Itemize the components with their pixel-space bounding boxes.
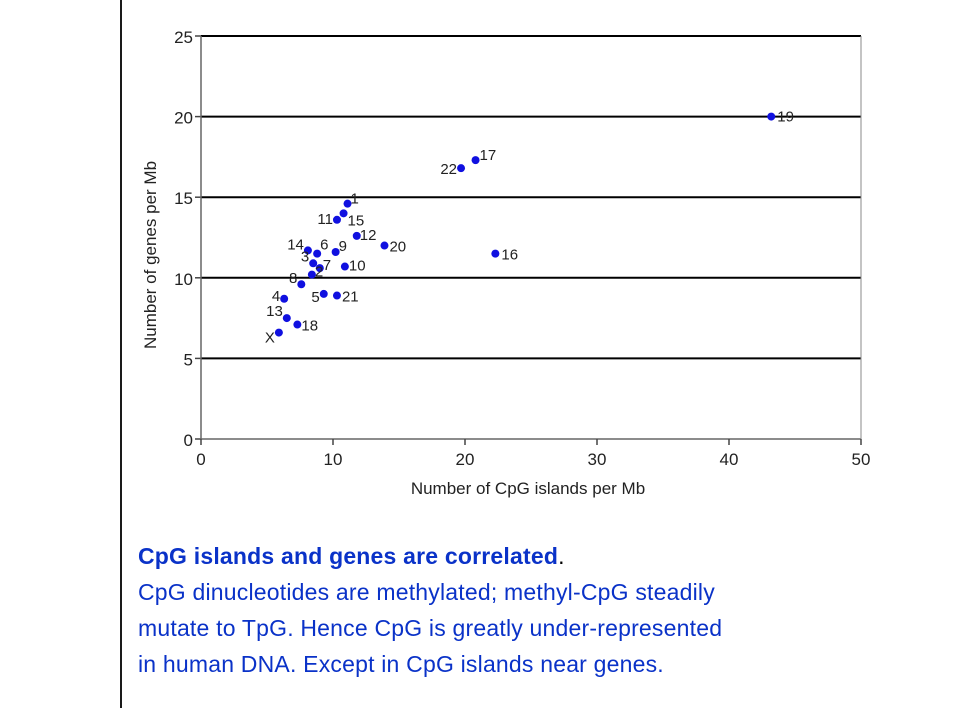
data-point-chr-11	[332, 215, 341, 224]
data-point-chr-X	[274, 328, 283, 337]
point-labels: 19 17 22 16 1 15 11 12 20 9 14 637 10 2 85 21 413 18 X	[265, 109, 794, 347]
data-point-chr-3	[309, 259, 318, 268]
data-point-chr-12	[352, 231, 361, 240]
y-tick-label: 25	[174, 28, 193, 47]
point-label-chr-15: 15	[348, 212, 365, 229]
data-point-chr-20	[380, 241, 389, 250]
data-point-chr-5	[319, 289, 328, 298]
x-tick-label: 40	[720, 450, 739, 469]
y-tick-label: 20	[174, 109, 193, 128]
point-label-chr-14: 14	[287, 236, 304, 253]
point-label-chr-20: 20	[389, 239, 406, 256]
point-label-chr-10: 10	[349, 258, 366, 275]
data-points	[274, 112, 776, 337]
data-point-chr-10	[340, 262, 349, 271]
point-label-chr-12: 12	[360, 227, 377, 244]
data-point-chr-14	[303, 246, 312, 255]
data-point-chr-2	[307, 270, 316, 279]
data-point-chr-13	[282, 314, 291, 323]
data-point-chr-8	[297, 280, 306, 289]
point-label-chr-X: X	[265, 330, 275, 347]
x-axis-title: Number of CpG islands per Mb	[411, 479, 645, 498]
data-point-chr-18	[293, 320, 302, 329]
y-tick-label: 0	[184, 431, 193, 450]
data-point-chr-7	[315, 264, 324, 273]
point-label-chr-8: 8	[289, 270, 297, 287]
point-label-chr-3: 3	[301, 248, 309, 265]
point-label-chr-5: 5	[311, 289, 319, 306]
point-label-chr-19: 19	[777, 109, 794, 126]
x-tick-label: 50	[852, 450, 871, 469]
data-point-chr-17	[471, 156, 480, 165]
data-point-chr-22	[457, 164, 466, 173]
axes	[195, 35, 862, 445]
data-point-chr-4	[280, 294, 289, 303]
point-label-chr-4: 4	[272, 288, 280, 305]
point-label-chr-17: 17	[480, 147, 497, 164]
caption-headline-period: .	[558, 543, 565, 569]
caption-line-4: in human DNA. Except in CpG islands near…	[138, 651, 664, 677]
point-label-chr-9: 9	[339, 238, 347, 255]
data-point-chr-21	[332, 291, 341, 300]
x-tick-label: 10	[324, 450, 343, 469]
point-label-chr-13: 13	[266, 303, 283, 320]
y-tick-label: 5	[184, 350, 193, 369]
gridlines	[201, 35, 861, 360]
point-label-chr-1: 1	[351, 191, 359, 208]
y-axis-title: Number of genes per Mb	[141, 161, 160, 349]
point-label-chr-16: 16	[501, 247, 518, 264]
point-label-chr-2: 2	[315, 264, 323, 281]
y-tick-label: 10	[174, 270, 193, 289]
data-point-chr-15	[339, 209, 348, 218]
caption-line-2: CpG dinucleotides are methylated; methyl…	[138, 579, 715, 605]
caption-line-3: mutate to TpG. Hence CpG is greatly unde…	[138, 615, 723, 641]
point-label-chr-21: 21	[342, 289, 359, 306]
caption-line-1: CpG islands and genes are correlated.	[138, 538, 950, 574]
point-label-chr-6: 6	[320, 237, 328, 254]
caption-headline: CpG islands and genes are correlated	[138, 543, 559, 569]
point-label-chr-18: 18	[301, 318, 318, 335]
data-point-chr-1	[343, 199, 352, 208]
data-point-chr-9	[331, 248, 340, 257]
caption: CpG islands and genes are correlated. Cp…	[138, 538, 950, 682]
x-tick-label: 0	[196, 450, 205, 469]
point-label-chr-11: 11	[317, 211, 333, 228]
data-point-chr-16	[491, 249, 500, 258]
y-tick-label: 15	[174, 189, 193, 208]
data-point-chr-19	[767, 112, 776, 121]
data-point-chr-6	[313, 249, 322, 258]
x-tick-label: 30	[588, 450, 607, 469]
point-label-chr-7: 7	[323, 257, 331, 274]
slide-left-rule	[120, 0, 122, 708]
point-label-chr-22: 22	[440, 161, 457, 178]
x-tick-label: 20	[456, 450, 475, 469]
